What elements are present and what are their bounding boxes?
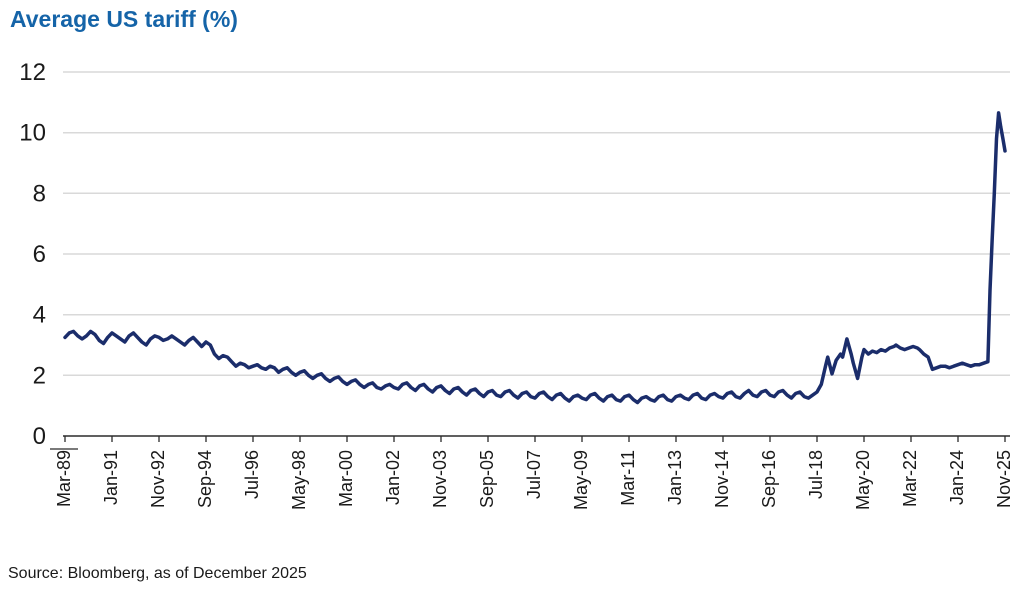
y-axis-tick-label: 4	[33, 302, 46, 329]
x-axis-tick-label: Jan-13	[665, 450, 685, 505]
source-note: Source: Bloomberg, as of December 2025	[8, 565, 307, 582]
x-axis-tick-label: Mar-22	[900, 450, 920, 507]
x-axis-tick-label: Jan-24	[947, 450, 967, 505]
x-axis-tick-label: Mar-11	[618, 450, 638, 506]
series-group	[63, 111, 1007, 405]
y-axis-tick-label: 12	[19, 59, 46, 86]
x-axis-tick-label: Nov-92	[148, 450, 168, 508]
x-axis-tick-label: May-98	[289, 450, 309, 510]
x-axis-tick-label: Jul-96	[242, 450, 262, 499]
y-axis-tick-label: 2	[33, 362, 46, 389]
x-axis-tick-label: May-20	[853, 450, 873, 510]
x-axis-tick-label: Jul-07	[524, 450, 544, 499]
chart-title: Average US tariff (%)	[10, 6, 238, 32]
tariff-line-series	[63, 111, 1007, 405]
x-axis-tick-label: Mar-00	[336, 450, 356, 507]
y-axis-tick-label: 8	[33, 180, 46, 207]
x-axis-tick-label: Sep-16	[759, 450, 779, 508]
x-axis-group	[50, 435, 1010, 450]
x-axis-labels-group: Mar-89 Jan-91 Nov-92 Sep-94 Jul-96 May-98 Mar-…	[54, 450, 1014, 510]
y-axis-tick-label: 6	[33, 241, 46, 268]
x-axis-tick-label: Jan-91	[101, 450, 121, 505]
x-axis-tick-label: Mar-89	[54, 450, 74, 507]
y-axis-tick-label: 0	[33, 423, 46, 450]
x-axis-tick-label: Sep-94	[195, 450, 215, 508]
x-axis-tick-label: Sep-05	[477, 450, 497, 508]
x-axis-tick-label: May-09	[571, 450, 591, 510]
x-axis-tick-label: Nov-25	[994, 450, 1014, 508]
x-axis-tick-label: Jan-02	[383, 450, 403, 505]
y-axis-labels-group: 0 2 4 6 8 10 12	[19, 59, 46, 450]
x-axis-tick-label: Nov-03	[430, 450, 450, 508]
tariff-chart: 0 2 4 6 8 10 12 Mar-89 Jan-91 Nov-92 Sep-94 Jul-96…	[19, 59, 1014, 510]
x-axis-tick-label: Nov-14	[712, 450, 732, 508]
x-axis-tick-label: Jul-18	[806, 450, 826, 499]
gridlines-group	[63, 71, 1010, 377]
y-axis-tick-label: 10	[19, 120, 46, 147]
